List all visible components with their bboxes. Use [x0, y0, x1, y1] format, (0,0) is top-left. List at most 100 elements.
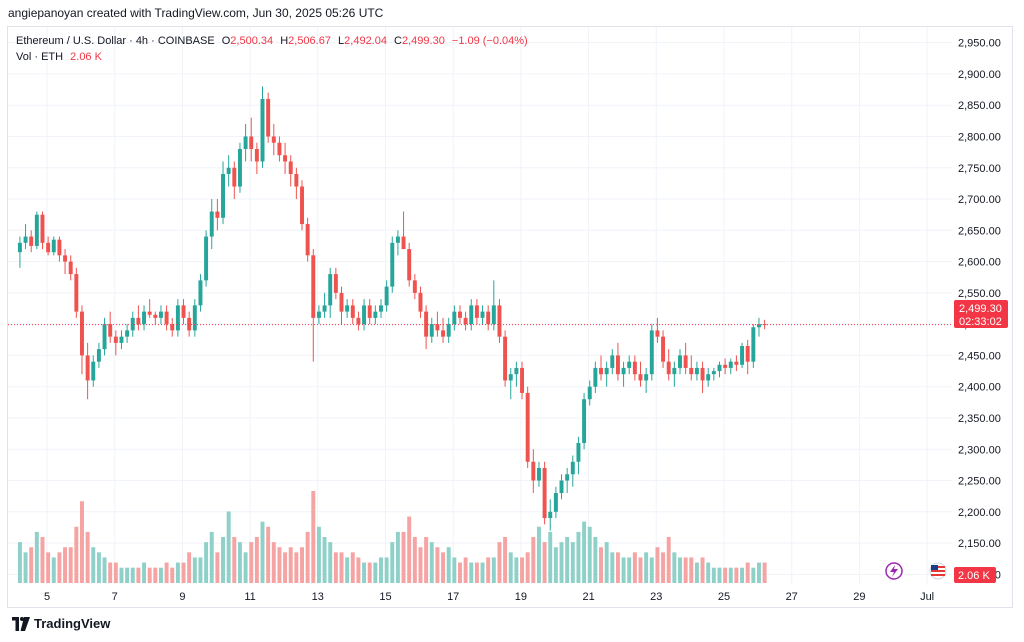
candles[interactable] — [17, 86, 767, 531]
candle-body[interactable] — [198, 280, 203, 306]
candle-body[interactable] — [452, 311, 457, 325]
candle-body[interactable] — [379, 305, 383, 312]
candle-body[interactable] — [435, 324, 440, 331]
candle-body[interactable] — [401, 236, 406, 250]
candle-body[interactable] — [627, 361, 632, 368]
candle-body[interactable] — [723, 364, 728, 368]
candle-body[interactable] — [74, 274, 79, 312]
candle-body[interactable] — [711, 371, 716, 375]
candle-body[interactable] — [548, 511, 553, 519]
candle-body[interactable] — [158, 311, 163, 318]
candle-body[interactable] — [520, 367, 525, 393]
candle-body[interactable] — [576, 442, 581, 462]
time-axis[interactable]: 5 7 9 11 13 15 17 19 21 23 25 27 29 Jul — [44, 591, 934, 603]
candle-body[interactable] — [283, 155, 288, 162]
candle-body[interactable] — [136, 317, 141, 325]
candle-body[interactable] — [339, 292, 344, 312]
candle-body[interactable] — [706, 374, 711, 381]
candle-body[interactable] — [474, 305, 479, 318]
candle-body[interactable] — [525, 392, 530, 462]
candle-body[interactable] — [661, 336, 666, 362]
candle-body[interactable] — [717, 364, 722, 372]
candle-body[interactable] — [446, 324, 451, 337]
candle-body[interactable] — [23, 236, 28, 243]
candle-body[interactable] — [40, 214, 45, 243]
candle-body[interactable] — [503, 336, 508, 381]
candle-body[interactable] — [740, 346, 745, 365]
event-lightning-icon[interactable] — [885, 562, 903, 580]
candle-body[interactable] — [333, 274, 338, 293]
candle-body[interactable] — [587, 386, 592, 400]
candle-body[interactable] — [51, 239, 56, 253]
candle-body[interactable] — [113, 336, 118, 343]
candle-body[interactable] — [68, 261, 73, 275]
candle-body[interactable] — [96, 349, 101, 362]
candle-body[interactable] — [649, 330, 654, 375]
candle-body[interactable] — [311, 255, 316, 318]
candle-body[interactable] — [486, 311, 491, 325]
candle-body[interactable] — [294, 174, 299, 187]
legend-volume-label[interactable]: Vol · ETH — [16, 51, 64, 63]
candle-body[interactable] — [615, 355, 620, 375]
candle-body[interactable] — [243, 136, 248, 149]
candle-body[interactable] — [300, 186, 304, 225]
candle-body[interactable] — [288, 161, 293, 175]
candle-body[interactable] — [694, 367, 699, 375]
candle-body[interactable] — [80, 311, 84, 356]
candle-body[interactable] — [192, 305, 197, 331]
candle-body[interactable] — [175, 305, 180, 331]
candle-body[interactable] — [672, 367, 677, 375]
candle-body[interactable] — [260, 98, 265, 162]
candle-body[interactable] — [536, 468, 541, 481]
candle-body[interactable] — [582, 399, 587, 443]
candle-body[interactable] — [277, 142, 282, 156]
candle-body[interactable] — [734, 361, 739, 365]
candle-body[interactable] — [751, 327, 756, 362]
candle-body[interactable] — [599, 367, 603, 375]
candle-body[interactable] — [632, 361, 637, 375]
candle-body[interactable] — [463, 317, 468, 325]
candle-body[interactable] — [644, 374, 649, 381]
candle-body[interactable] — [514, 367, 519, 375]
candle-body[interactable] — [356, 317, 361, 325]
candle-body[interactable] — [565, 474, 570, 481]
candle-body[interactable] — [497, 305, 502, 337]
candle-body[interactable] — [91, 361, 96, 381]
candle-body[interactable] — [232, 167, 237, 187]
candle-body[interactable] — [187, 317, 192, 331]
candle-body[interactable] — [119, 336, 124, 343]
candle-body[interactable] — [345, 305, 350, 312]
candle-body[interactable] — [395, 236, 400, 243]
candle-body[interactable] — [170, 324, 175, 331]
candle-body[interactable] — [215, 211, 220, 218]
candle-body[interactable] — [164, 311, 169, 325]
price-axis[interactable]: 2,950.00 2,900.00 2,850.00 2,800.00 2,750.00… — [958, 38, 1001, 582]
candle-body[interactable] — [542, 468, 547, 519]
candle-body[interactable] — [655, 330, 660, 337]
candle-body[interactable] — [102, 324, 107, 350]
candle-body[interactable] — [384, 286, 389, 306]
candle-body[interactable] — [153, 314, 158, 318]
candle-body[interactable] — [604, 367, 609, 375]
candle-body[interactable] — [181, 305, 186, 318]
candle-body[interactable] — [266, 98, 271, 137]
candle-body[interactable] — [418, 292, 423, 312]
candle-body[interactable] — [125, 330, 130, 337]
candle-body[interactable] — [666, 361, 671, 375]
candle-body[interactable] — [130, 317, 135, 331]
candle-body[interactable] — [17, 242, 22, 253]
candle-body[interactable] — [85, 355, 90, 381]
candle-body[interactable] — [441, 330, 446, 337]
candle-body[interactable] — [390, 242, 395, 287]
candle-body[interactable] — [34, 214, 39, 246]
candle-body[interactable] — [305, 224, 310, 256]
candle-body[interactable] — [424, 311, 429, 337]
candle-body[interactable] — [63, 255, 68, 262]
candle-body[interactable] — [221, 174, 225, 218]
candle-body[interactable] — [350, 305, 355, 318]
candle-body[interactable] — [491, 305, 496, 325]
candle-body[interactable] — [508, 374, 513, 381]
candle-body[interactable] — [553, 493, 558, 512]
candle-body[interactable] — [457, 311, 462, 318]
